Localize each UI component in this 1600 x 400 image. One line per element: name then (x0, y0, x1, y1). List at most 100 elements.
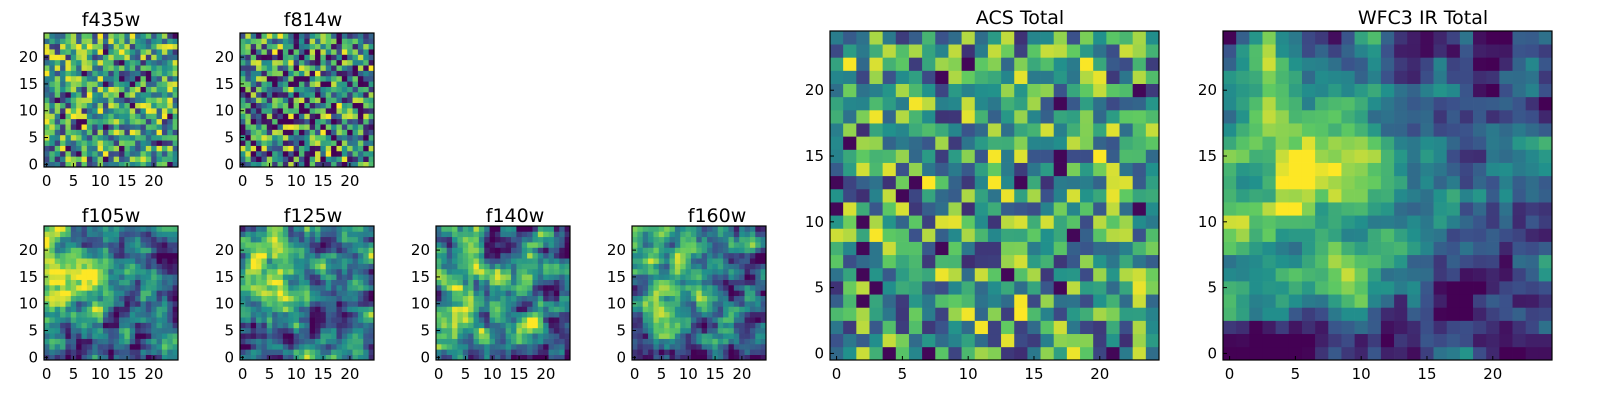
heatmap-cell (452, 327, 458, 334)
heatmap-cell (961, 346, 976, 361)
heatmap-cell (70, 317, 77, 323)
heatmap-cell (172, 38, 179, 45)
heatmap-cell (1328, 241, 1342, 256)
heatmap-cell (86, 65, 93, 71)
heatmap-cell (669, 252, 676, 259)
heatmap-cell (457, 279, 464, 286)
x-tick-label: 10 (483, 365, 502, 383)
heatmap-cell (256, 156, 262, 162)
heatmap-cell (543, 263, 549, 270)
heatmap-cell (172, 49, 179, 55)
heatmap-cell (81, 258, 88, 264)
heatmap-cell (368, 97, 375, 104)
heatmap-cell (484, 268, 490, 275)
heatmap-cell (559, 311, 565, 318)
heatmap-cell (315, 338, 321, 345)
heatmap-cell (240, 333, 246, 339)
heatmap-cell (331, 70, 337, 77)
x-tick-label: 0 (238, 365, 248, 383)
heatmap-cell (266, 65, 273, 71)
heatmap-cell (298, 290, 305, 297)
heatmap-cell (245, 327, 252, 334)
heatmap-cell (256, 311, 262, 318)
heatmap-cell (240, 279, 246, 286)
heatmap-cell (1354, 149, 1369, 163)
heatmap-cell (81, 156, 88, 162)
heatmap-cell (1275, 241, 1290, 256)
heatmap-cell (1106, 136, 1120, 150)
heatmap-cell (266, 295, 273, 302)
heatmap-cell (1315, 188, 1329, 203)
heatmap-cell (441, 343, 448, 350)
heatmap-cell (707, 306, 713, 313)
heatmap-cell (1014, 96, 1028, 111)
heatmap-cell (895, 320, 910, 335)
heatmap-cell (288, 140, 294, 146)
heatmap-cell (108, 333, 115, 339)
heatmap-cell (347, 59, 353, 66)
heatmap-cell (368, 156, 375, 162)
heatmap-cell (908, 123, 923, 137)
heatmap-cell (97, 231, 104, 238)
heatmap-cell (1080, 241, 1094, 256)
heatmap-cell (124, 102, 131, 109)
heatmap-cell (331, 108, 337, 114)
heatmap-cell (462, 252, 469, 259)
heatmap-cell (664, 317, 670, 323)
heatmap-cell (76, 49, 82, 55)
heatmap-cell (922, 44, 936, 58)
heatmap-cell (478, 306, 485, 313)
heatmap-cell (961, 96, 976, 111)
heatmap-cell (172, 124, 179, 130)
heatmap-cell (446, 242, 453, 248)
heatmap-cell (282, 268, 289, 275)
heatmap-cell (744, 284, 751, 291)
heatmap-cell (245, 226, 252, 232)
heatmap-cell (108, 268, 115, 275)
heatmap-cell (856, 31, 870, 45)
heatmap-cell (156, 349, 163, 355)
heatmap-cell (331, 333, 337, 339)
heatmap-cell (1525, 123, 1540, 137)
heatmap-cell (532, 258, 539, 264)
heatmap-cell (368, 231, 375, 238)
heatmap-cell (843, 83, 857, 98)
heatmap-cell (1380, 215, 1395, 229)
heatmap-cell (1525, 136, 1540, 150)
heatmap-cell (473, 263, 480, 270)
heatmap-cell (1119, 123, 1134, 137)
heatmap-cell (261, 113, 268, 120)
heatmap-cell (760, 290, 767, 297)
heatmap-cell (151, 124, 157, 130)
y-tick-label: 15 (411, 268, 430, 286)
heatmap-cell (723, 301, 729, 307)
heatmap-cell (272, 279, 278, 286)
heatmap-cell (707, 327, 713, 334)
heatmap-cell (1106, 241, 1120, 256)
heatmap-cell (744, 252, 751, 259)
heatmap-cell (135, 258, 141, 264)
heatmap-cell (76, 134, 82, 141)
heatmap-cell (347, 81, 353, 87)
heatmap-cell (347, 113, 353, 120)
heatmap-cell (869, 228, 883, 242)
heatmap-cell (135, 279, 141, 286)
heatmap-cell (266, 134, 273, 141)
heatmap-cell (1066, 215, 1081, 229)
heatmap-cell (70, 86, 77, 93)
heatmap-cell (86, 91, 93, 98)
heatmap-cell (124, 75, 131, 82)
heatmap-cell (97, 279, 104, 286)
heatmap-cell (1380, 228, 1395, 242)
heatmap-cell (336, 97, 343, 104)
heatmap-cell (245, 306, 252, 313)
heatmap-cell (521, 242, 528, 248)
heatmap-cell (974, 83, 989, 98)
heatmap-cell (1380, 241, 1395, 256)
heatmap-cell (167, 91, 173, 98)
heatmap-cell (325, 59, 332, 66)
heatmap-cell (664, 226, 670, 232)
heatmap-cell (119, 97, 125, 104)
heatmap-cell (44, 118, 50, 125)
heatmap-cell (341, 124, 348, 130)
